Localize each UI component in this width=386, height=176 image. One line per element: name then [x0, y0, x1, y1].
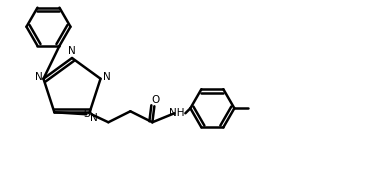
Text: NH: NH	[169, 108, 184, 118]
Text: N: N	[90, 113, 98, 123]
Text: S: S	[83, 109, 90, 119]
Text: O: O	[151, 95, 159, 105]
Text: N: N	[68, 46, 76, 56]
Text: N: N	[103, 72, 111, 81]
Text: N: N	[35, 72, 42, 82]
